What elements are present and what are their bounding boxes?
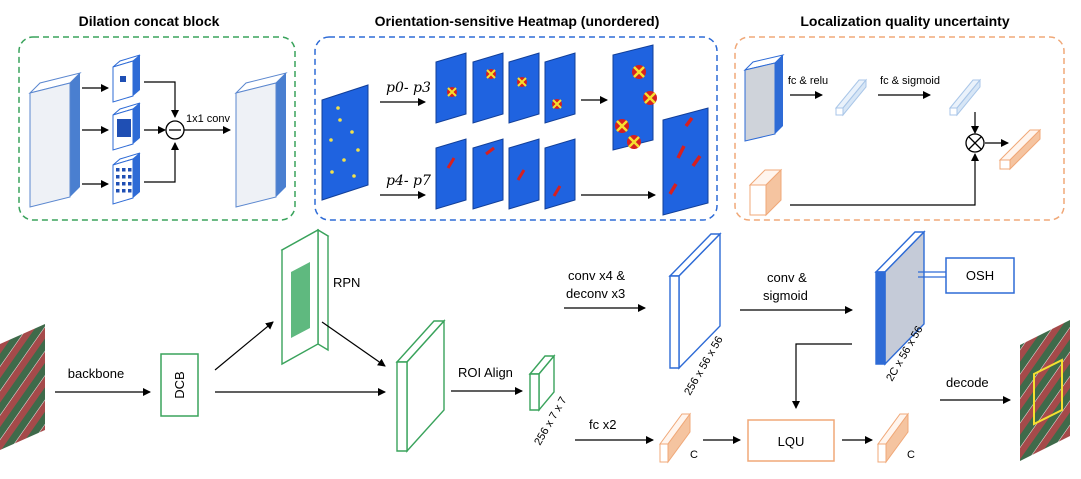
osh-feature-map xyxy=(874,230,926,366)
dilation-block-panel xyxy=(18,36,296,221)
p4-p7-label: p4- p7 xyxy=(386,173,431,189)
output-aerial-image xyxy=(1020,320,1070,461)
roi-align-label: ROI Align xyxy=(458,365,513,380)
heatmap-bottom-2 xyxy=(472,138,504,210)
heatmap-bottom-merged xyxy=(662,107,709,216)
heatmap-input xyxy=(321,84,369,201)
heatmap-top-1 xyxy=(435,52,467,124)
lqu-panel xyxy=(734,36,1065,221)
roi-feature-small xyxy=(528,354,556,412)
backbone-label: backbone xyxy=(68,366,124,381)
c-vector-1 xyxy=(659,412,691,464)
rpn-label: RPN xyxy=(333,275,360,290)
lqu-input-feature xyxy=(743,54,785,142)
fc-sigmoid-label: fc & sigmoid xyxy=(880,75,940,87)
concat-operator-icon xyxy=(165,120,185,140)
mask-feature-map xyxy=(668,232,722,370)
p0-p3-label: p0- p3 xyxy=(386,80,431,96)
roi-feature-map xyxy=(395,319,446,453)
multiply-operator-icon xyxy=(965,133,985,153)
heatmap-bottom-4 xyxy=(544,138,576,210)
dcb-box: DCB xyxy=(160,353,199,417)
input-aerial-image xyxy=(0,324,45,450)
dcb-label: DCB xyxy=(172,371,187,398)
fc-relu-label: fc & relu xyxy=(788,75,828,87)
lqu-label: LQU xyxy=(778,434,805,449)
dilation-kernel-1 xyxy=(112,54,141,103)
c-label-2: C xyxy=(907,449,915,461)
dilation-kernel-3 xyxy=(112,152,141,205)
c-vector-2 xyxy=(877,412,909,464)
conv-1x1-label: 1x1 conv xyxy=(186,113,231,125)
input-feature-map xyxy=(28,72,82,208)
dilation-block-title: Dilation concat block xyxy=(79,13,220,29)
conv-deconv-label-2: deconv x3 xyxy=(566,286,625,301)
fc-label: fc x2 xyxy=(589,417,616,432)
osh-label: OSH xyxy=(966,268,994,283)
dilation-kernel-2 xyxy=(112,102,141,151)
c-label-1: C xyxy=(690,449,698,461)
decode-label: decode xyxy=(946,375,989,390)
heatmap-top-2 xyxy=(472,52,504,124)
heatmap-top-3 xyxy=(508,52,540,124)
heatmap-bottom-3 xyxy=(508,138,540,210)
lqu-box: LQU xyxy=(747,419,835,462)
heatmap-panel xyxy=(314,36,718,221)
osh-box: OSH xyxy=(945,257,1015,294)
conv-sigmoid-label-2: sigmoid xyxy=(763,288,808,303)
conv-deconv-label-1: conv x4 & xyxy=(568,268,625,283)
lqu-orange-output xyxy=(998,128,1042,171)
lqu-orange-input xyxy=(748,168,783,217)
heatmap-panel-title: Orientation-sensitive Heatmap (unordered… xyxy=(375,13,660,29)
heatmap-bottom-1 xyxy=(435,138,467,210)
conv-sigmoid-label-1: conv & xyxy=(767,270,807,285)
lqu-fc2-vector xyxy=(948,78,982,117)
lqu-fc1-vector xyxy=(834,78,868,117)
heatmap-top-merged xyxy=(612,44,657,151)
heatmap-top-4 xyxy=(544,52,576,124)
rpn-feature-map xyxy=(280,228,330,366)
output-feature-map xyxy=(234,72,288,208)
lqu-panel-title: Localization quality uncertainty xyxy=(800,13,1009,29)
